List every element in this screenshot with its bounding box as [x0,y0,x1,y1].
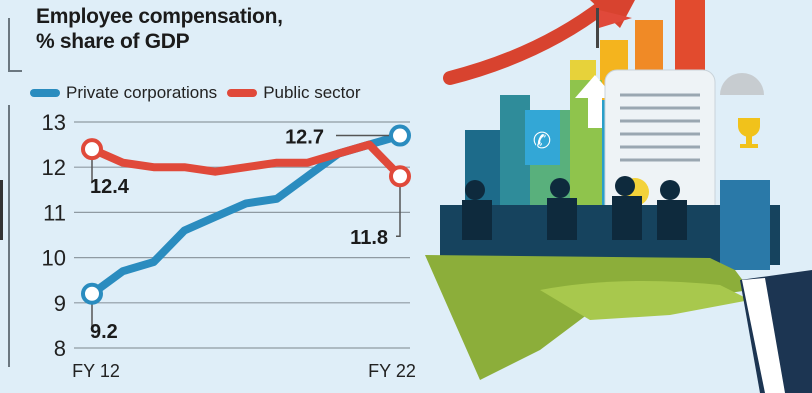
y-tick-label-9: 9 [54,291,66,316]
phone-panel [525,110,560,165]
title-bracket [8,18,22,72]
cuff [742,278,785,393]
growth-arrow-line [443,0,612,85]
legend-label-public: Public sector [263,83,361,102]
bar-red [675,0,705,80]
office-workers [462,176,687,240]
phone-icon: ✆ [533,129,551,154]
y-tick-label-13: 13 [42,110,66,135]
legend-swatch-public [227,89,258,97]
flag-pole [596,8,599,48]
point-marker [389,124,411,147]
x-tick-label: FY 22 [368,361,416,381]
legend-label-private: Private corporations [66,83,218,102]
series-line-private [88,131,404,298]
point-marker [389,165,411,188]
document-lines [620,93,700,162]
series-line-public [88,140,404,181]
data-label: 12.4 [90,176,130,198]
y-tick-label-11: 11 [43,200,66,225]
y-tick-label-8: 8 [54,336,66,361]
title-line-1: Employee compensation, [36,5,283,28]
data-label: 11.8 [350,227,388,249]
flag-icon [599,10,632,28]
chart-title: Employee compensation, % share of GDP [36,4,283,54]
data-label: 9.2 [90,321,118,343]
y-tick-label-10: 10 [42,246,66,271]
legend-swatch-private [30,89,60,97]
data-label: 12.7 [285,127,324,149]
line-chart: 8 9 10 11 12 13 FY 12 FY 22 9.2 12.4 12.7 11.8 [42,110,416,381]
y-tick-label-12: 12 [42,155,66,180]
business-illustration: ✆ [425,0,812,393]
point-marker [81,138,103,161]
title-line-2: % share of GDP [36,30,190,53]
globe-icon [720,73,764,95]
left-accent [0,180,3,240]
trophy-icon [738,118,760,137]
side-cabinet [720,180,770,270]
x-tick-label: FY 12 [72,361,120,381]
legend: Private corporations Public sector [30,80,361,106]
annotation-connector [396,186,401,237]
point-marker [81,282,103,305]
left-rule [8,105,10,367]
